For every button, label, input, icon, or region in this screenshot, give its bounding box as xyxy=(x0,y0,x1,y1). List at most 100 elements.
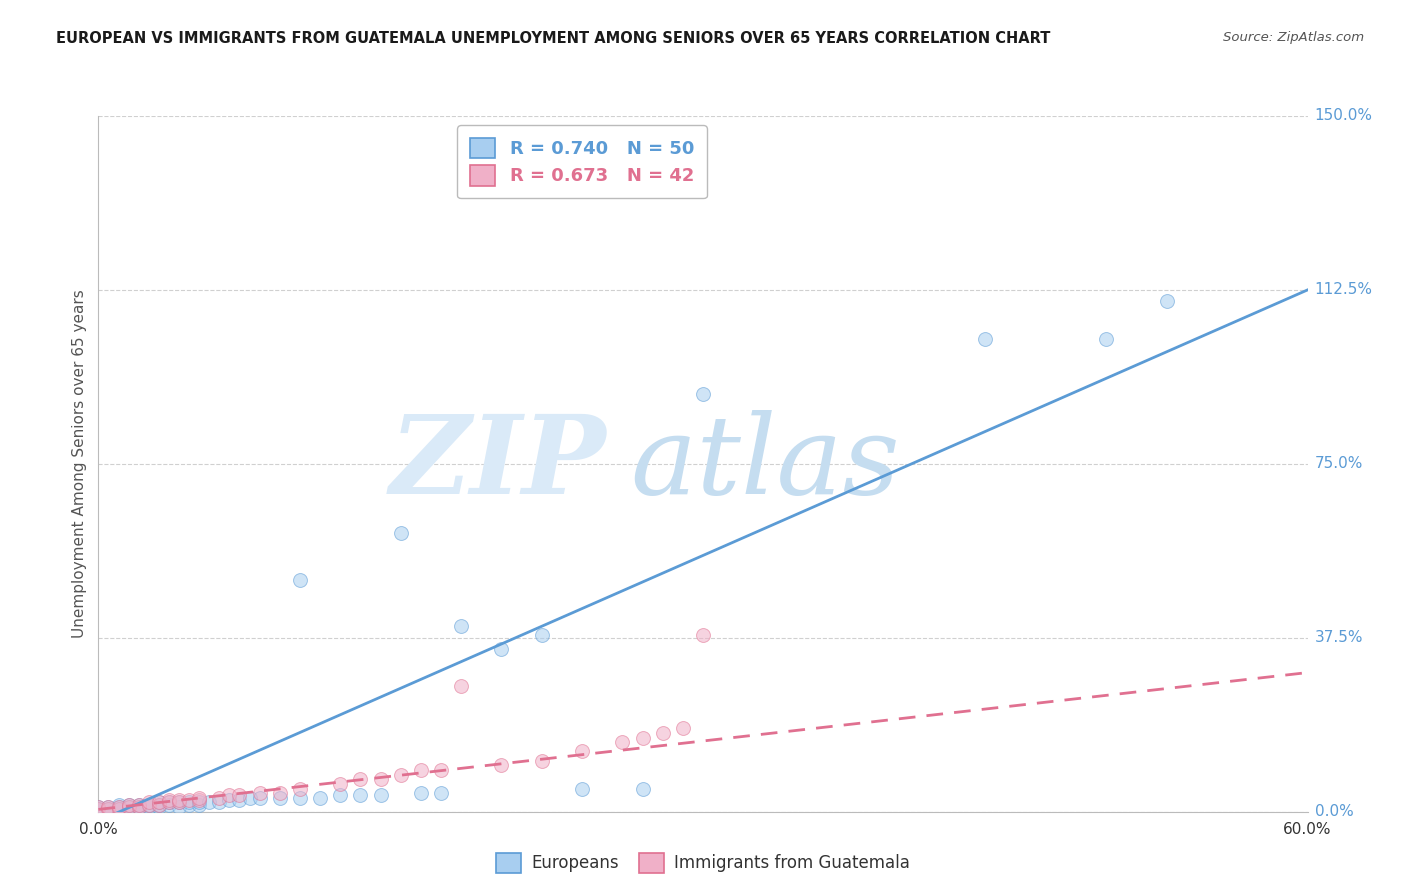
Y-axis label: Unemployment Among Seniors over 65 years: Unemployment Among Seniors over 65 years xyxy=(72,290,87,638)
Point xyxy=(249,790,271,805)
Point xyxy=(651,726,673,740)
Point xyxy=(107,802,129,816)
Point xyxy=(107,800,129,814)
Point xyxy=(389,526,412,541)
Text: EUROPEAN VS IMMIGRANTS FROM GUATEMALA UNEMPLOYMENT AMONG SENIORS OVER 65 YEARS C: EUROPEAN VS IMMIGRANTS FROM GUATEMALA UN… xyxy=(56,31,1050,46)
Point xyxy=(148,796,170,810)
Point xyxy=(157,796,180,810)
Point xyxy=(430,786,453,800)
Point xyxy=(107,802,129,816)
Point xyxy=(87,800,110,814)
Point xyxy=(692,387,714,401)
Point xyxy=(148,797,170,812)
Text: 0.0%: 0.0% xyxy=(79,822,118,837)
Point xyxy=(148,800,170,814)
Point xyxy=(188,796,211,810)
Point xyxy=(450,680,472,694)
Point xyxy=(430,763,453,777)
Point xyxy=(269,790,291,805)
Text: Source: ZipAtlas.com: Source: ZipAtlas.com xyxy=(1223,31,1364,45)
Point xyxy=(218,789,240,803)
Point xyxy=(97,800,120,814)
Text: 0.0%: 0.0% xyxy=(1315,805,1354,819)
Point xyxy=(97,800,120,814)
Point xyxy=(188,793,211,807)
Point xyxy=(530,754,553,768)
Point xyxy=(1095,332,1118,346)
Point xyxy=(177,797,201,812)
Point xyxy=(692,628,714,642)
Legend: Europeans, Immigrants from Guatemala: Europeans, Immigrants from Guatemala xyxy=(489,847,917,880)
Point xyxy=(107,797,129,812)
Point xyxy=(157,793,180,807)
Point xyxy=(167,796,190,810)
Point xyxy=(370,772,392,787)
Point xyxy=(177,793,201,807)
Point xyxy=(188,797,211,812)
Point xyxy=(177,796,201,810)
Text: 60.0%: 60.0% xyxy=(1284,822,1331,837)
Point xyxy=(128,802,150,816)
Point xyxy=(87,802,110,816)
Point xyxy=(228,793,250,807)
Text: 75.0%: 75.0% xyxy=(1315,457,1362,471)
Point xyxy=(87,802,110,816)
Point xyxy=(87,800,110,814)
Point xyxy=(269,786,291,800)
Point xyxy=(97,802,120,816)
Point xyxy=(974,332,997,346)
Point xyxy=(118,800,141,814)
Point xyxy=(128,797,150,812)
Point xyxy=(167,796,190,810)
Point xyxy=(409,786,432,800)
Point xyxy=(208,790,231,805)
Point xyxy=(198,796,221,810)
Point xyxy=(107,800,129,814)
Point xyxy=(450,619,472,633)
Point xyxy=(148,796,170,810)
Point xyxy=(128,800,150,814)
Point xyxy=(491,758,513,772)
Point xyxy=(167,793,190,807)
Point xyxy=(97,802,120,816)
Point xyxy=(409,763,432,777)
Point xyxy=(157,796,180,810)
Point xyxy=(329,789,352,803)
Point xyxy=(631,731,654,745)
Point xyxy=(288,573,311,587)
Text: atlas: atlas xyxy=(630,410,900,517)
Text: 150.0%: 150.0% xyxy=(1315,109,1372,123)
Point xyxy=(389,767,412,781)
Point xyxy=(571,781,593,796)
Text: 37.5%: 37.5% xyxy=(1315,631,1362,645)
Point xyxy=(631,781,654,796)
Point xyxy=(249,786,271,800)
Point xyxy=(491,642,513,657)
Point xyxy=(118,797,141,812)
Point xyxy=(288,790,311,805)
Point xyxy=(571,744,593,758)
Point xyxy=(349,772,371,787)
Point xyxy=(672,721,695,735)
Point xyxy=(138,796,160,810)
Point xyxy=(612,735,634,749)
Point xyxy=(188,790,211,805)
Point xyxy=(138,797,160,812)
Point xyxy=(208,796,231,810)
Point xyxy=(329,777,352,791)
Point xyxy=(128,800,150,814)
Point xyxy=(239,790,262,805)
Point xyxy=(157,797,180,812)
Point xyxy=(1156,294,1178,309)
Point xyxy=(167,800,190,814)
Point xyxy=(128,797,150,812)
Point xyxy=(288,781,311,796)
Point xyxy=(138,800,160,814)
Legend: R = 0.740   N = 50, R = 0.673   N = 42: R = 0.740 N = 50, R = 0.673 N = 42 xyxy=(457,125,707,198)
Point xyxy=(349,789,371,803)
Point xyxy=(148,797,170,812)
Point xyxy=(370,789,392,803)
Text: ZIP: ZIP xyxy=(389,410,606,517)
Point xyxy=(138,797,160,812)
Point xyxy=(118,797,141,812)
